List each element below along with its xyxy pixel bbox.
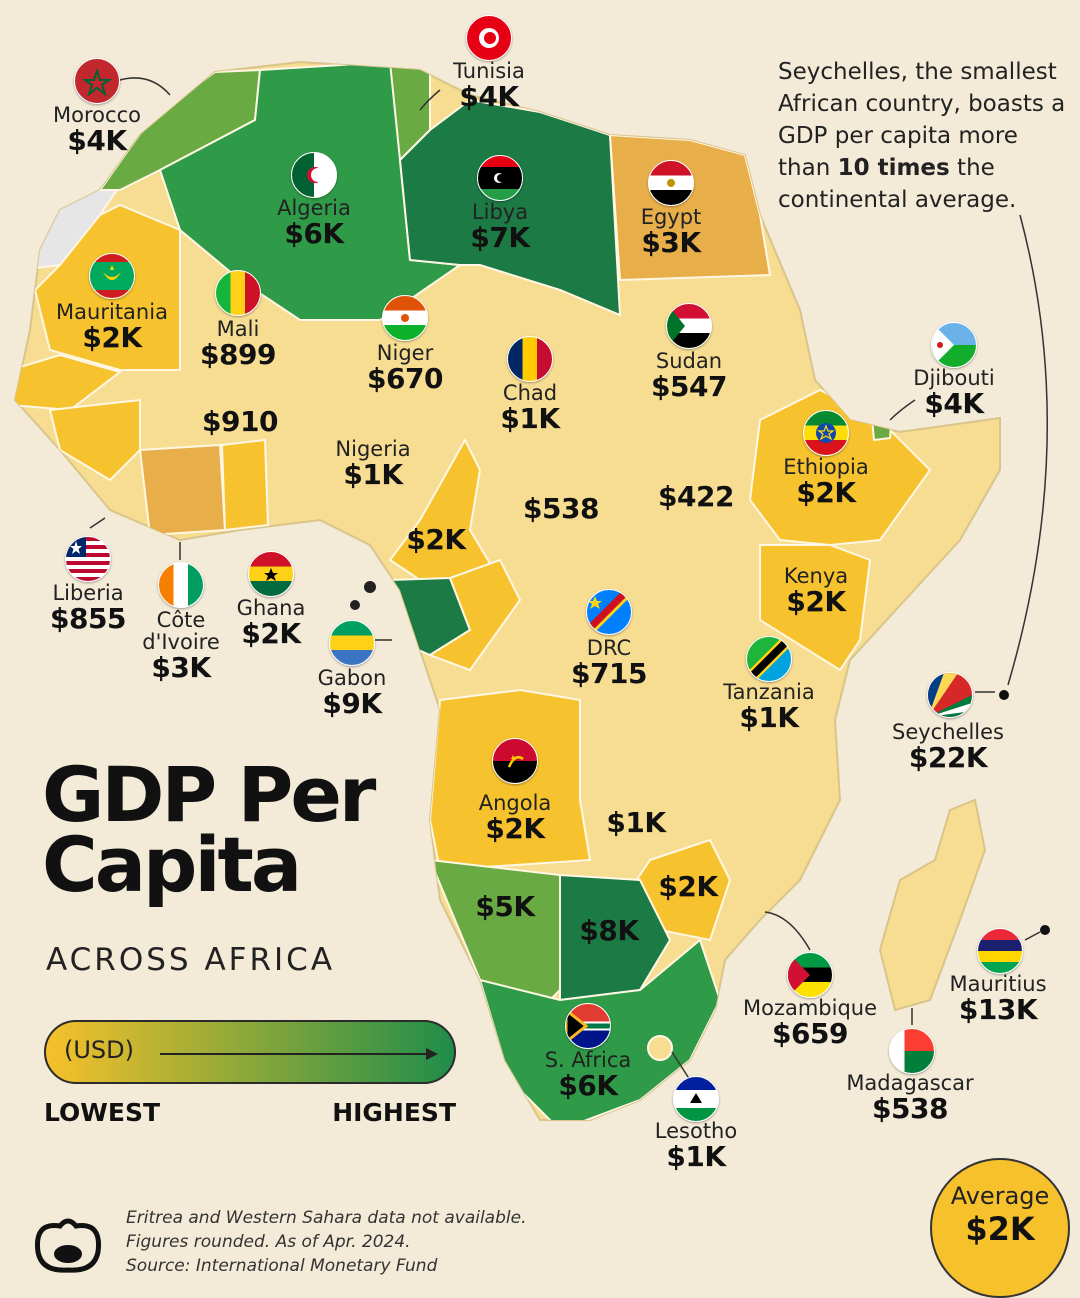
sao-tome-dot [364,581,376,593]
madagascar-flag-icon [889,1028,935,1074]
mauritania-flag-icon [89,253,135,299]
label-mozambique: Mozambique $659 [742,996,878,1051]
label-ethiopia: Ethiopia $2K [783,455,869,510]
seychelles-note: Seychelles, the smallest African country… [778,59,1066,213]
label-south-africa: S. Africa $6K [544,1048,632,1103]
label-madagascar: Madagascar $538 [846,1071,974,1126]
region-guinea [48,398,141,482]
legend-gradient-bar: (USD) [44,1020,456,1084]
label-burkina: $910 [202,405,278,438]
label-sudan: Sudan $547 [651,349,727,404]
leader-mauritius [1024,931,1041,941]
label-tanzania: Tanzania $1K [723,680,815,735]
legend-arrow-icon [160,1048,438,1060]
region-libya [398,98,622,317]
sudan-flag-icon [666,303,712,349]
label-egypt: Egypt $3K [640,205,702,260]
leader-tunisia [419,89,441,111]
morocco-flag-icon [74,58,120,104]
label-nigeria: Nigeria $1K [335,437,411,492]
leader-liberia [89,517,106,529]
gabon-flag-icon [329,620,375,666]
label-morocco: Morocco $4K [53,103,141,158]
label-angola: Angola $2K [478,791,552,846]
leader-lesotho [671,1051,691,1081]
ghana-flag-icon [248,551,294,597]
liberia-flag-icon [65,536,111,582]
label-gabon: Gabon $9K [317,666,387,721]
leader-djibouti [889,399,916,421]
page-title: GDP Per Capita [42,750,376,909]
mauritius-flag-icon [977,928,1023,974]
label-tunisia: Tunisia $4K [453,59,525,114]
page-subtitle: ACROSS AFRICA [46,942,336,978]
label-lesotho: Lesotho $1K [654,1119,738,1174]
region-lesotho [647,1035,673,1061]
ethiopia-flag-icon [803,410,849,456]
label-zambia: $1K [606,806,666,839]
label-zimbabwe: $2K [658,870,718,903]
djibouti-flag-icon [931,322,977,368]
label-south-sudan: $422 [658,480,734,513]
cote-divoire-flag-icon [158,562,204,608]
label-kenya: Kenya $2K [783,564,849,619]
average-badge: Average $2K [930,1158,1070,1298]
algeria-flag-icon [291,152,337,198]
region-senegal [15,353,123,412]
leader-mozambique [764,911,811,951]
lesotho-flag-icon [673,1076,719,1122]
leader-seychelles-note [1007,214,1049,686]
mozambique-flag-icon [787,952,833,998]
label-car: $538 [523,492,599,525]
region-cameroon [388,437,502,581]
label-ghana: Ghana $2K [236,596,306,651]
label-liberia: Liberia $855 [50,581,126,636]
label-cote-divoire: Côte d'Ivoire $3K [142,608,220,685]
label-niger: Niger $670 [367,341,443,396]
libya-flag-icon [477,155,523,201]
region-cote-divoire [138,443,227,537]
niger-flag-icon [382,295,428,341]
legend-unit: (USD) [64,1036,135,1064]
label-mali: Mali $899 [200,317,276,372]
label-libya: Libya $7K [470,200,530,255]
label-namibia: $5K [475,890,535,923]
label-mauritius: Mauritius $13K [949,972,1047,1027]
label-mauritania: Mauritania $2K [56,300,168,355]
label-cameroon: $2K [406,523,466,556]
label-algeria: Algeria $6K [277,196,351,251]
label-drc: DRC $715 [571,636,647,691]
label-botswana: $8K [579,914,639,947]
label-djibouti: Djibouti $4K [913,366,995,421]
label-seychelles: Seychelles $22K [892,720,1004,775]
tunisia-flag-icon [466,15,512,61]
region-ghana [220,438,270,532]
region-botswana [559,873,672,1002]
legend-high-label: HIGHEST [332,1098,456,1127]
tanzania-flag-icon [746,636,792,682]
mauritius-dot [1040,925,1050,935]
label-chad: Chad $1K [500,381,560,436]
south-africa-flag-icon [565,1003,611,1049]
cape-verde-dot [350,600,360,610]
publisher-logo-icon [34,1218,102,1273]
drc-flag-icon [586,589,632,635]
region-congo [427,558,522,672]
region-kenya [759,544,872,672]
seychelles-flag-icon [927,672,973,718]
seychelles-dot [999,690,1009,700]
region-madagascar [878,798,987,1012]
chad-flag-icon [507,336,553,382]
angola-flag-icon [492,738,538,784]
footer-notes: Eritrea and Western Sahara data not avai… [126,1208,527,1276]
egypt-flag-icon [648,160,694,206]
leader-morocco [119,77,171,96]
mali-flag-icon [215,270,261,316]
legend-low-label: LOWEST [44,1098,161,1127]
